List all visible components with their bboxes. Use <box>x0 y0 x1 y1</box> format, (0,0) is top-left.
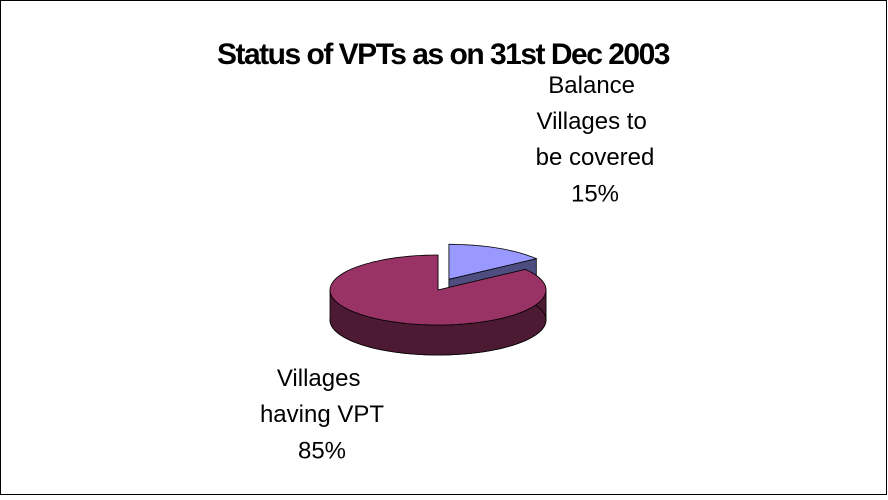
chart-title: Status of VPTs as on 31st Dec 2003 <box>217 38 670 71</box>
slice <box>329 254 547 326</box>
value-label: 15% <box>571 180 619 207</box>
slice <box>448 243 538 280</box>
category-label: Villages having VPT <box>260 365 384 428</box>
category-label: Balance Villages to be covered <box>536 72 655 171</box>
value-label: 85% <box>298 437 346 464</box>
